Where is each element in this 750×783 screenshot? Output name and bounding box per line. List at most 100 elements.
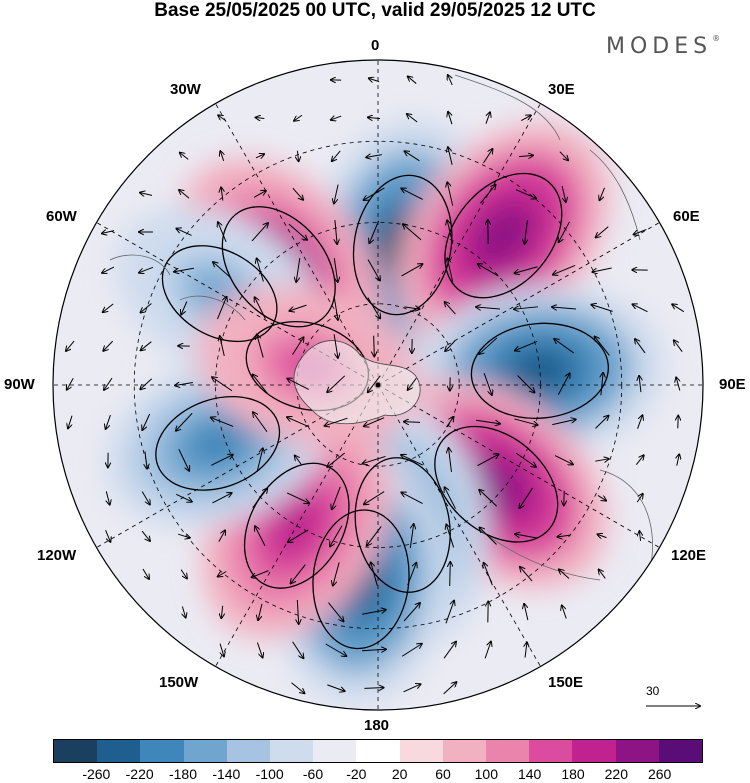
wind-vector	[292, 337, 303, 355]
wind-vector	[520, 567, 533, 582]
colorbar-bin-13	[615, 740, 659, 762]
wind-vector	[182, 606, 185, 617]
wind-vector	[221, 605, 222, 618]
wind-vector	[409, 524, 413, 548]
wind-vector	[598, 534, 607, 537]
map-border	[52, 59, 704, 711]
wind-vector	[180, 153, 189, 160]
wind-vector	[371, 562, 378, 586]
colorbar-tick-label: -140	[212, 766, 241, 782]
wind-vector	[325, 643, 347, 656]
wind-vector	[253, 375, 268, 394]
wind-vector	[479, 490, 498, 507]
wind-vectors	[66, 75, 685, 694]
wind-vector	[633, 304, 648, 313]
wind-vector	[257, 334, 264, 358]
coastlines	[109, 74, 653, 581]
wind-vector	[401, 492, 423, 505]
wind-vector	[179, 190, 190, 199]
anomaly-4-contour	[354, 457, 451, 593]
wind-vector	[256, 118, 265, 119]
wind-vector	[102, 231, 115, 234]
wind-vector	[216, 297, 226, 320]
wind-vector	[257, 258, 264, 282]
wind-vector	[448, 112, 453, 125]
wind-vector	[524, 604, 529, 621]
wind-vector	[557, 373, 569, 395]
lon-label-0: 0	[371, 37, 380, 54]
wind-vector	[181, 301, 188, 315]
wind-vector	[446, 417, 454, 428]
wind-vector	[404, 307, 419, 309]
colorbar-bin-7	[356, 740, 400, 762]
anomaly-9-contour	[155, 395, 281, 491]
wind-vector	[521, 115, 530, 122]
wind-vector	[639, 531, 640, 541]
wind-vector	[67, 378, 74, 389]
wind-vector	[252, 570, 269, 578]
wind-vector	[141, 491, 150, 505]
lon-label-60w: 60W	[46, 208, 77, 225]
wind-vector	[367, 259, 380, 281]
wind-vector	[446, 525, 455, 548]
wind-vector	[290, 304, 307, 311]
wind-vector	[218, 571, 227, 576]
wind-vector	[297, 150, 298, 161]
wind-vector	[515, 534, 538, 539]
wind-vector	[256, 642, 262, 658]
wind-vector	[366, 155, 382, 158]
wind-vector	[102, 266, 115, 273]
wind-vector	[476, 307, 500, 309]
wind-vector	[251, 223, 268, 242]
wind-vector	[561, 185, 566, 202]
wind-vector	[253, 191, 266, 198]
wind-vector	[327, 684, 344, 691]
colorbar-tick-label: 60	[435, 766, 451, 782]
anomaly-3-contour	[434, 425, 559, 543]
lon-label-30e: 30E	[548, 81, 575, 98]
wind-vector	[140, 378, 153, 390]
wind-vector	[66, 340, 75, 351]
wind-vector	[141, 530, 150, 541]
wind-vector	[68, 415, 73, 429]
wind-vector	[448, 75, 453, 86]
wind-vector	[552, 307, 577, 309]
wind-vector	[634, 229, 647, 235]
wind-vector	[333, 562, 340, 585]
colorbar-ticks: -260 -220 -180 -140 -100 -60 -20 20 60 100 140 180 2…	[0, 766, 750, 783]
wind-vector	[258, 603, 263, 620]
wind-vector	[361, 649, 386, 650]
wind-vector	[256, 448, 263, 472]
colorbar-bin-3	[183, 740, 227, 762]
colorbar-bin-2	[140, 740, 184, 762]
wind-vector	[211, 418, 234, 427]
wind-vector	[333, 334, 338, 358]
wind-vector	[328, 602, 344, 622]
wind-vector	[480, 528, 497, 545]
anomaly-1-contour	[444, 172, 563, 299]
wind-vector	[364, 688, 383, 689]
meridian-150	[377, 384, 541, 667]
wind-vector	[327, 375, 346, 392]
wind-vector	[514, 307, 538, 309]
wind-vector	[295, 456, 302, 465]
wind-vector	[476, 419, 500, 423]
colorbar-bin-10	[486, 740, 530, 762]
anomaly-7-contour	[221, 206, 336, 328]
wind-vector	[255, 526, 266, 547]
wind-vector	[325, 417, 348, 426]
wind-vector	[212, 377, 233, 392]
wind-vector	[597, 494, 606, 500]
wind-vector	[145, 451, 147, 468]
wind-vector	[331, 116, 342, 120]
wind-vector	[672, 304, 685, 313]
wind-vector	[374, 335, 375, 357]
wind-vector	[287, 379, 309, 390]
modes-logo: MODES®	[606, 34, 720, 59]
wind-vector	[140, 193, 153, 196]
wind-vector	[292, 641, 304, 658]
wind-vector	[405, 151, 420, 162]
wind-vector	[403, 224, 422, 241]
wind-vector	[552, 419, 575, 426]
wind-vector	[408, 76, 417, 84]
